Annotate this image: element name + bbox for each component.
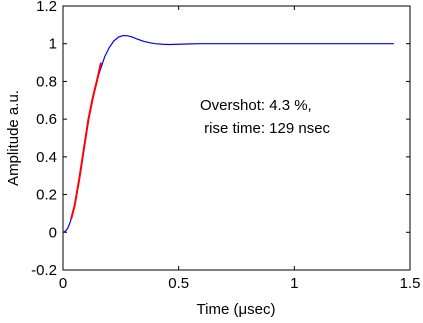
y-tick-label: 0.6: [36, 111, 57, 128]
y-tick-label: 1.2: [36, 0, 57, 15]
x-tick-label: 0.5: [168, 275, 189, 292]
x-tick-label: 1.5: [400, 275, 421, 292]
axis-ticks: 0 0.5 1 1.5-0.200.20.40.60.811.2: [31, 0, 420, 292]
y-axis-label: Amplitude a.u.: [5, 90, 22, 186]
rise-segment-line: [70, 62, 102, 220]
annotation-line-2: rise time: 129 nsec: [200, 120, 331, 137]
x-tick-label: 0: [59, 275, 67, 292]
y-tick-label: 0.8: [36, 73, 57, 90]
x-axis-label: Time (μsec): [197, 301, 276, 318]
plot-frame: [62, 5, 411, 271]
annotation-line-1: Overshot: 4.3 %,: [200, 97, 312, 114]
y-tick-label: 0.4: [36, 149, 57, 166]
x-tick-label: 1: [290, 275, 298, 292]
y-tick-label: 0.2: [36, 187, 57, 204]
data-series: [62, 35, 394, 233]
y-tick-label: 0: [49, 224, 57, 241]
y-tick-label: -0.2: [31, 262, 57, 279]
y-tick-label: 1: [49, 36, 57, 53]
